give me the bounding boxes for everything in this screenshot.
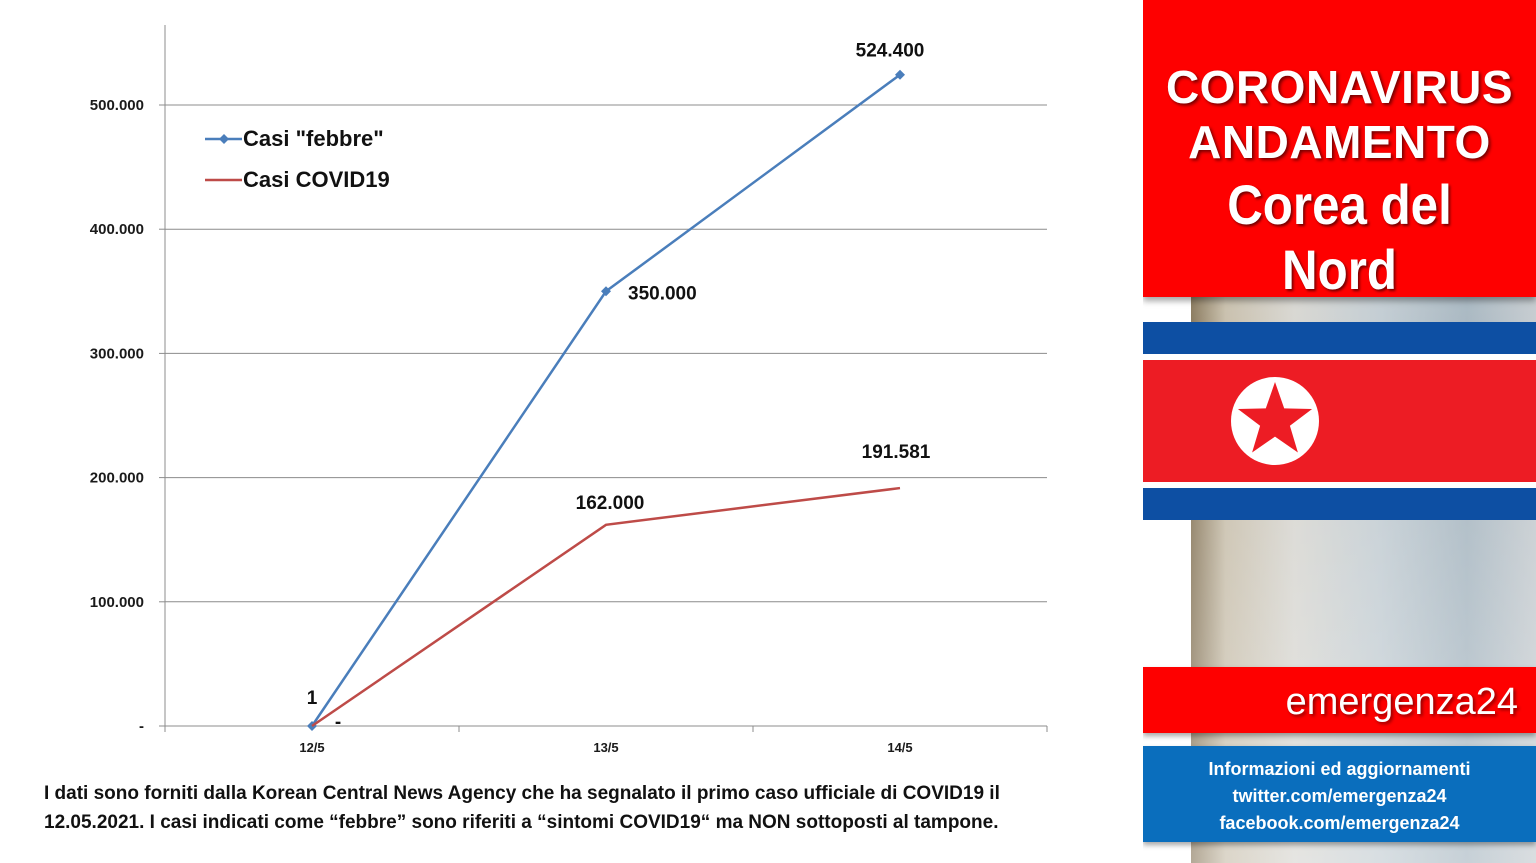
y-tick-label: 400.000 [90,221,144,238]
caption-line-1: I dati sono forniti dalla Korean Central… [44,783,1000,804]
legend-label-febbre: Casi "febbre" [243,126,384,151]
brand-name: emergenza24 [1285,681,1518,723]
series-line-0 [310,73,901,727]
info-box: Informazioni ed aggiornamenti twitter.co… [1143,746,1536,842]
y-tick-label: 200.000 [90,470,144,487]
twitter-link[interactable]: twitter.com/emergenza24 [1232,786,1447,806]
legend-marker-febbre [219,134,229,144]
y-tick-label: 500.000 [90,97,144,114]
data-point [601,286,611,297]
right-panel: CORONAVIRUS ANDAMENTO Corea del Nord eme… [1143,0,1536,863]
data-label: 191.581 [862,442,931,463]
title-country: Corea del Nord [1227,173,1452,301]
series-lines [307,69,905,731]
chart-caption: I dati sono forniti dalla Korean Central… [44,779,1134,837]
title-box: CORONAVIRUS ANDAMENTO Corea del Nord [1143,0,1536,301]
data-label: 350.000 [628,283,697,304]
red-star-icon [1231,377,1319,465]
y-tick-label: 100.000 [90,594,144,611]
y-tick-label: 300.000 [90,345,144,362]
data-label: 524.400 [856,41,925,62]
line-chart: - 100.000 200.000 300.000 400.000 500.000 12/… [90,25,1048,755]
caption-line-2: 12.05.2021. I casi indicati come “febbre… [44,812,999,833]
y-tick-labels: - 100.000 200.000 300.000 400.000 500.000 [90,97,144,735]
data-label: 162.000 [576,493,645,514]
flag-stripe-white-top [1143,354,1536,360]
info-headline: Informazioni ed aggiornamenti [1208,759,1471,779]
x-tick-label: 12/5 [299,740,324,755]
north-korea-flag-icon [1143,322,1536,520]
x-tick-labels: 12/5 13/5 14/5 [299,740,912,755]
flag-stripe-blue-bottom [1143,488,1536,520]
title-coronavirus: CORONAVIRUS [1165,61,1514,113]
flag-stripe-red [1143,360,1536,482]
data-point [895,69,905,80]
facebook-link[interactable]: facebook.com/emergenza24 [1219,813,1460,833]
legend: Casi "febbre" Casi COVID19 [205,126,390,192]
x-tick-label: 13/5 [593,740,618,755]
flag-stripe-blue-top [1143,322,1536,354]
gridlines [165,104,1047,603]
data-labels: 1 350.000 524.400 - 162.000 191.581 [307,41,931,733]
data-label: 1 [307,688,318,709]
data-label: - [335,712,341,733]
title-andamento: ANDAMENTO [1188,116,1491,168]
brand-box: emergenza24 [1143,667,1536,733]
series-line-1 [311,486,901,728]
legend-label-covid19: Casi COVID19 [243,167,390,192]
y-tick-label: - [139,718,144,735]
x-tick-label: 14/5 [887,740,912,755]
flag-stripe-white-bottom [1143,482,1536,488]
